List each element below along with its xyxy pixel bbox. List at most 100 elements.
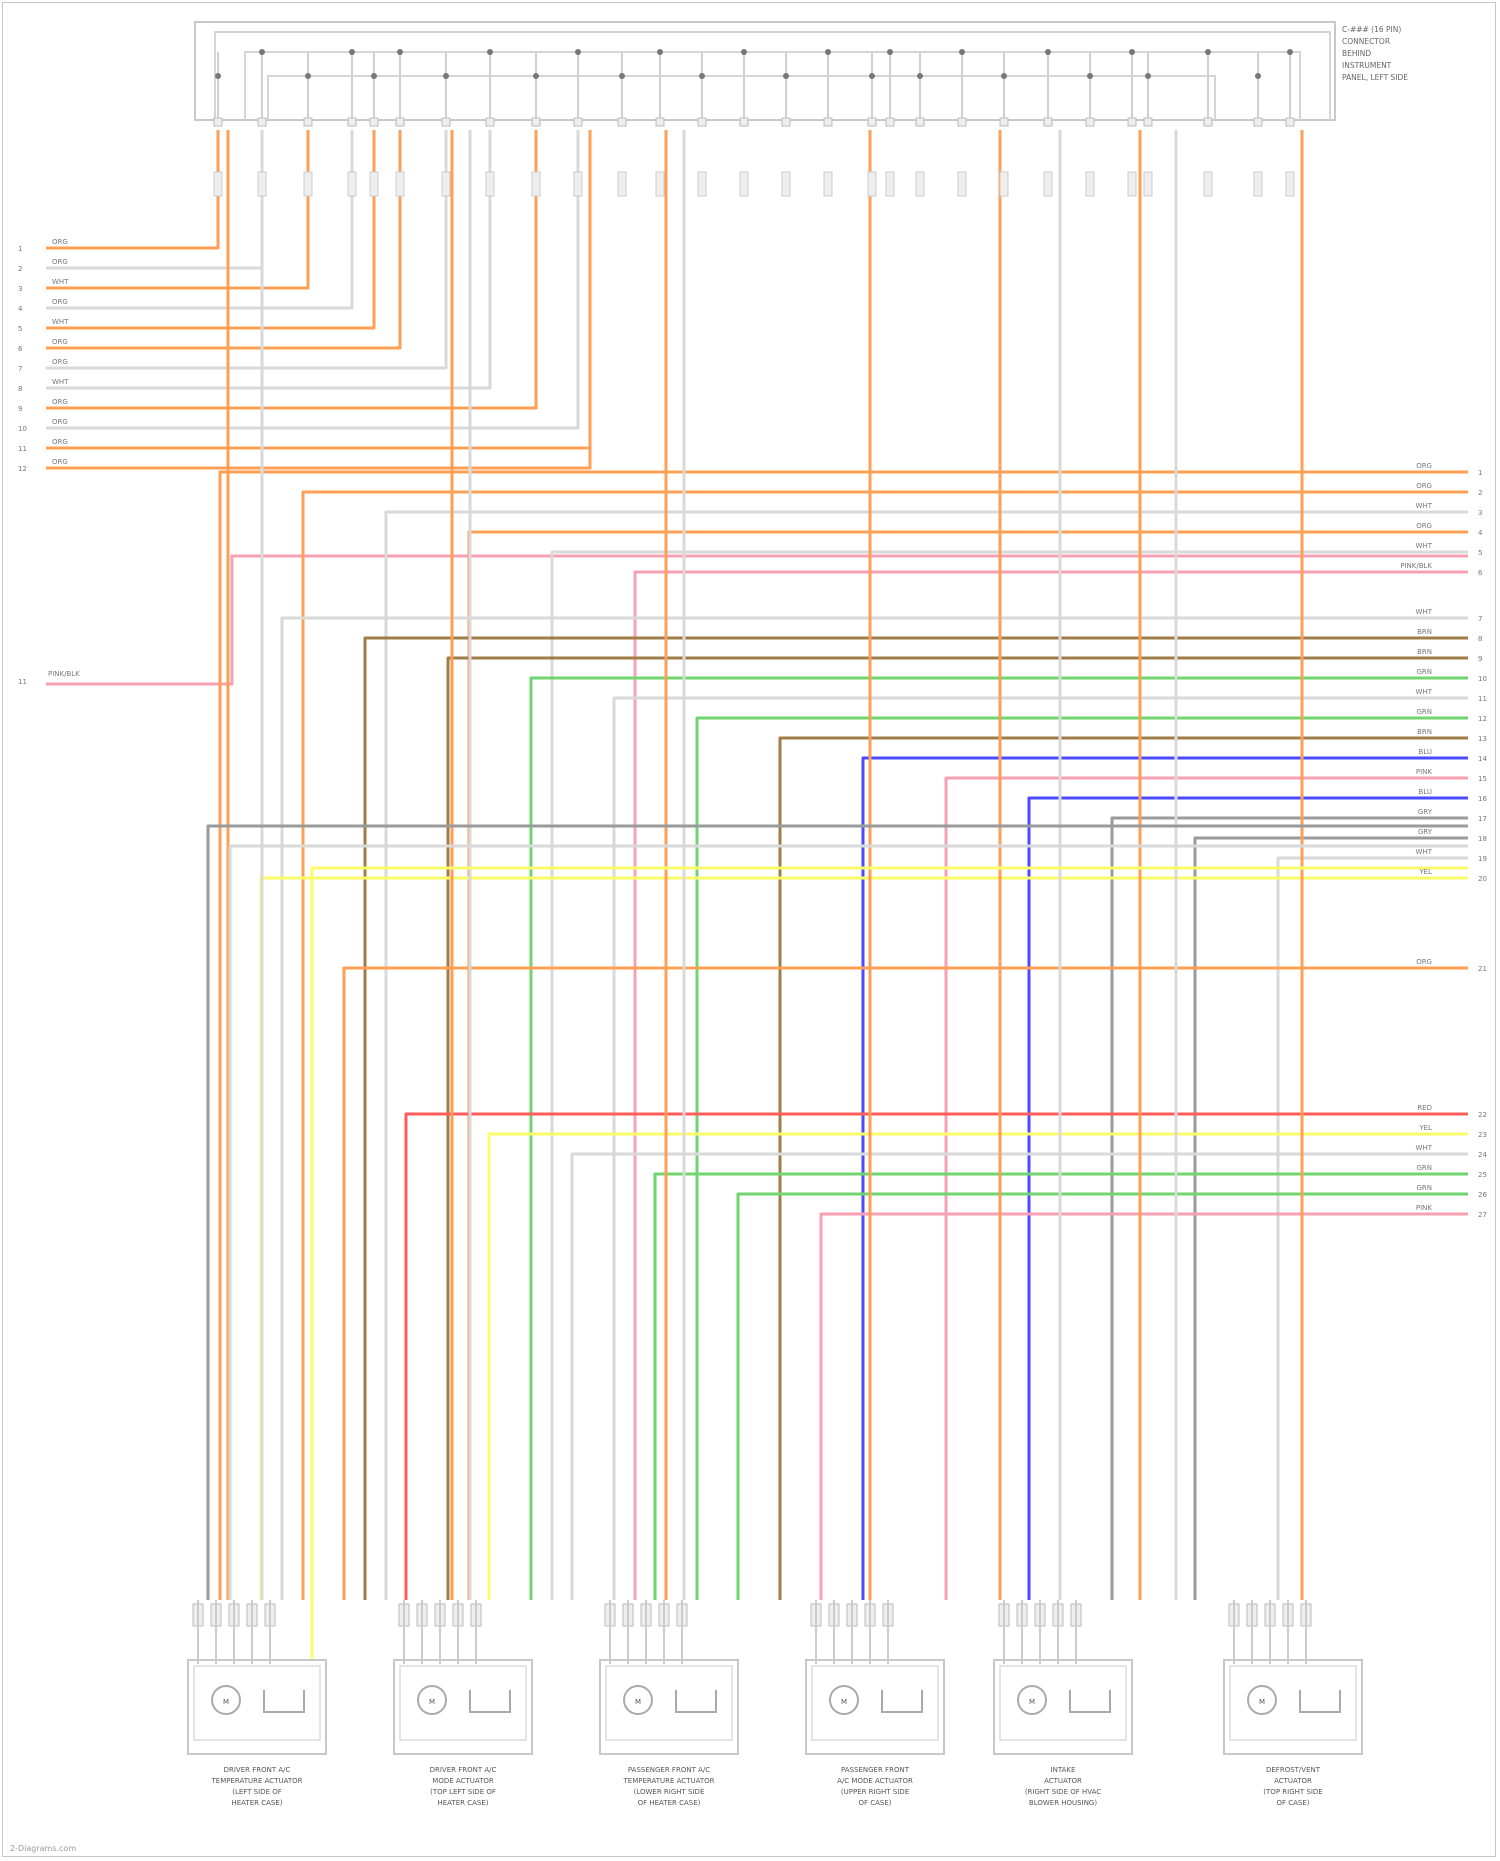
position-sensor-symbol [1299,1690,1341,1713]
connector-pin [1043,117,1053,127]
right-wire-label: WHT [1416,688,1433,696]
actuator-box [993,1659,1133,1755]
connector-pin-dot [741,49,747,55]
motor-letter: M [1259,1698,1265,1706]
left-harness-wire [46,130,580,430]
connector-pin-label-box [781,171,791,197]
actuator-caption-line: HEATER CASE) [438,1799,489,1807]
right-pin-number: 5 [1478,549,1482,557]
connector-pin-dot [1255,73,1261,79]
right-pin-number: 7 [1478,615,1482,623]
connector-pin-label-box [1253,171,1263,197]
top-connector: C-### (16 PIN) CONNECTOR BEHIND INSTRUMENT P… [194,21,1408,197]
right-pin-number: 2 [1478,489,1482,497]
actuator-caption-line: (TOP RIGHT SIDE [1263,1788,1322,1796]
actuator-caption-line: ACTUATOR [1044,1777,1082,1785]
left-wire-label: ORG [52,298,68,306]
right-wire-label: PINK [1416,768,1433,776]
right-wire-label: BRN [1417,648,1432,656]
actuator-caption-line: A/C MODE ACTUATOR [837,1777,913,1785]
connector-pin-label-box [617,171,627,197]
right-harness-wire [446,656,1468,1600]
motor-letter: M [841,1698,847,1706]
connector-pin-label-box [823,171,833,197]
actuator-box [599,1659,739,1755]
connector-pin-dot [1001,73,1007,79]
actuator-caption-line: INTAKE [1051,1766,1076,1774]
left-harness-wire [46,130,354,310]
right-harness-wire [1193,836,1468,1600]
actuator-inner-box [193,1665,321,1741]
connector-pin-label-box [1085,171,1095,197]
right-wire-label: RED [1417,1104,1432,1112]
actuator-caption-line: HEATER CASE) [232,1799,283,1807]
actuator-caption-line: OF CASE) [1276,1799,1309,1807]
actuator-1: M DRIVER FRONT A/C TEMPERATURE ACTUATOR (LE… [187,1600,327,1807]
connector-pin-label-box [531,171,541,197]
actuator-caption-line: DEFROST/VENT [1266,1766,1321,1774]
connector-pin [1143,117,1153,127]
left-pin-number: 11 [18,445,27,453]
connector-pin-dot [619,73,625,79]
wire-labels: 1 ORG 2 ORG 3 WHT 4 ORG 5 WHT 6 ORG 7 ORG 8 WHT 9 ORG 10 OR… [18,238,1487,1219]
connector-pin [531,117,541,127]
connector-bus [267,75,1216,120]
left-harness-wire [46,130,492,390]
connector-pin-dot [487,49,493,55]
actuator-box [805,1659,945,1755]
connector-pin [395,117,405,127]
right-wire-label: YEL [1418,1124,1432,1132]
connector-pin [369,117,379,127]
right-wire-label: WHT [1416,848,1433,856]
right-wire-label: WHT [1416,502,1433,510]
left-wire-label: ORG [52,438,68,446]
right-harness-wire [695,716,1468,1600]
connector-pin-dot [1205,49,1211,55]
connector-pin-label-box [957,171,967,197]
right-wire-label: YEL [1418,868,1432,876]
connector-pin-dot [259,49,265,55]
connector-pin-dot [887,49,893,55]
connector-pin [823,117,833,127]
actuator-caption-line: DRIVER FRONT A/C [224,1766,291,1774]
actuator-inner-box [605,1665,733,1741]
actuator-2: M DRIVER FRONT A/C MODE ACTUATOR (TOP LEFT … [393,1600,533,1807]
left-pin-number: 6 [18,345,23,353]
connector-pin-dot [371,73,377,79]
right-harness-wire [529,676,1468,1600]
left-wire-label: WHT [52,318,69,326]
connector-pin-dot [575,49,581,55]
right-wire-label: GRY [1418,828,1433,836]
motor-letter: M [635,1698,641,1706]
connector-pin-label-box [257,171,267,197]
right-wire-label: BLU [1419,788,1432,796]
right-harness-wire [1276,856,1468,1600]
connector-pin-label-box [441,171,451,197]
right-wire-label: GRN [1416,1184,1432,1192]
right-harness-wire [218,470,1468,1600]
connector-pin [1253,117,1263,127]
actuator-inner-box [399,1665,527,1741]
position-sensor-symbol [469,1690,511,1713]
motor-letter: M [429,1698,435,1706]
right-wire-label: WHT [1416,542,1433,550]
right-harness-wire [570,1152,1468,1600]
connector-pin-label-box [1043,171,1053,197]
actuator-caption-line: ACTUATOR [1274,1777,1312,1785]
connector-pin [957,117,967,127]
right-wire-label: GRN [1416,668,1432,676]
position-sensor-symbol [263,1690,305,1713]
actuator-caption-line: BLOWER HOUSING) [1029,1799,1097,1807]
connector-pin [347,117,357,127]
right-harness-wire [363,636,1468,1600]
right-pin-number: 16 [1478,795,1487,803]
right-harness-wire [342,966,1468,1600]
left-pin-number: 7 [18,365,22,373]
connector-pin-dot [1129,49,1135,55]
left-pin-number: 9 [18,405,22,413]
connector-pin [257,117,267,127]
connector-pin-dot [1087,73,1093,79]
actuator-caption-line: TEMPERATURE ACTUATOR [623,1777,715,1785]
right-harness-wire [384,510,1468,1600]
